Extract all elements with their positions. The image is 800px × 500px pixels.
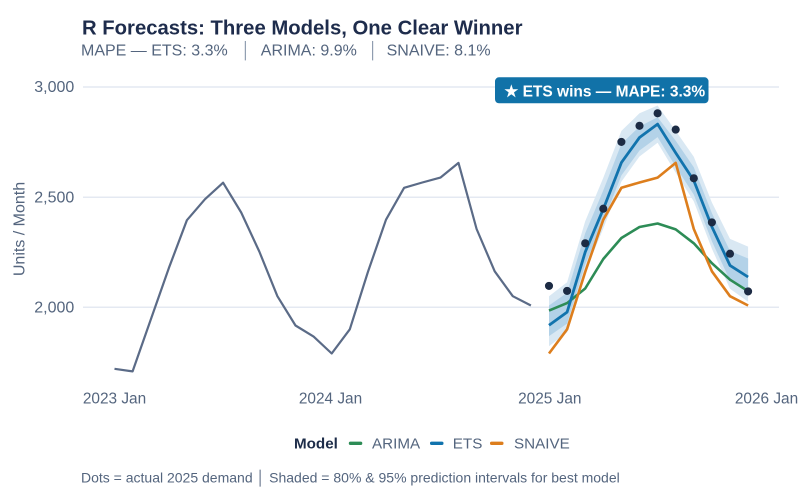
- svg-text:2023 Jan: 2023 Jan: [83, 391, 146, 408]
- svg-text:2026 Jan: 2026 Jan: [735, 391, 798, 408]
- svg-text:SNAIVE: 8.1%: SNAIVE: 8.1%: [387, 43, 491, 60]
- svg-text:ARIMA: 9.9%: ARIMA: 9.9%: [261, 43, 357, 60]
- svg-text:ETS: ETS: [453, 436, 483, 453]
- svg-text:MAPE — ETS: 3.3%: MAPE — ETS: 3.3%: [81, 43, 228, 60]
- svg-text:ARIMA: ARIMA: [372, 436, 421, 453]
- svg-text:2,500: 2,500: [34, 190, 74, 207]
- svg-text:2024 Jan: 2024 Jan: [299, 391, 362, 408]
- svg-text:2,000: 2,000: [34, 300, 74, 317]
- svg-text:R Forecasts: Three Models, One: R Forecasts: Three Models, One Clear Win…: [82, 17, 523, 39]
- svg-text:Model: Model: [294, 436, 338, 453]
- svg-text:│: │: [368, 41, 378, 61]
- svg-text:Units / Month: Units / Month: [12, 182, 29, 276]
- svg-text:SNAIVE: SNAIVE: [514, 436, 570, 453]
- svg-text:2025 Jan: 2025 Jan: [518, 391, 581, 408]
- svg-text:★ ETS wins — MAPE: 3.3%: ★ ETS wins — MAPE: 3.3%: [504, 84, 705, 101]
- svg-text:│: │: [241, 41, 251, 61]
- svg-text:Dots = actual 2025 demand │ Sh: Dots = actual 2025 demand │ Shaded = 80%…: [81, 470, 620, 488]
- svg-text:3,000: 3,000: [34, 79, 74, 96]
